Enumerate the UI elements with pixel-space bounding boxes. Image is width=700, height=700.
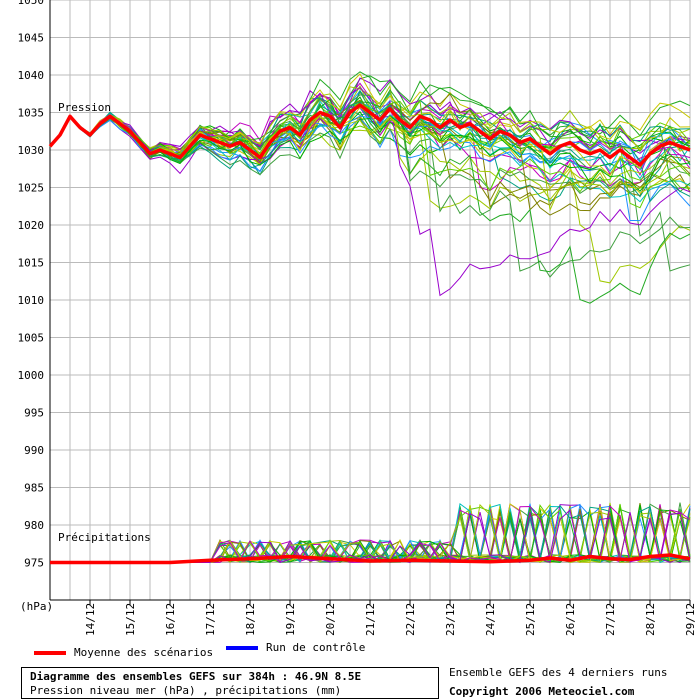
x-tick-label: 16/12 bbox=[164, 603, 177, 636]
y-tick-label: 1000 bbox=[18, 369, 45, 382]
y-tick-label: 985 bbox=[24, 482, 44, 495]
x-tick-label: 20/12 bbox=[324, 603, 337, 636]
x-tick-label: 25/12 bbox=[524, 603, 537, 636]
x-tick-label: 14/12 bbox=[84, 603, 97, 636]
legend-control-label: Run de contrôle bbox=[266, 641, 366, 654]
y-tick-label: 1010 bbox=[18, 294, 45, 307]
y-tick-label: 1045 bbox=[18, 32, 45, 45]
x-tick-label: 17/12 bbox=[204, 603, 217, 636]
mean-precip-line bbox=[50, 553, 691, 565]
x-tick-label: 23/12 bbox=[444, 603, 457, 636]
y-tick-label: 1030 bbox=[18, 144, 45, 157]
precip-annotation: Précipitations bbox=[58, 531, 151, 544]
y-tick-label: 1015 bbox=[18, 257, 45, 270]
x-tick-label: 21/12 bbox=[364, 603, 377, 636]
x-tick-label: 27/12 bbox=[604, 603, 617, 636]
x-tick-label: 29/12 bbox=[684, 603, 697, 636]
y-tick-label: 980 bbox=[24, 519, 44, 532]
info-subtitle: Pression niveau mer (hPa) , précipitatio… bbox=[30, 684, 342, 697]
grid bbox=[49, 0, 691, 601]
y-unit-label: (hPa) bbox=[20, 600, 53, 613]
copyright: Copyright 2006 Meteociel.com bbox=[449, 685, 635, 698]
legend-mean-label: Moyenne des scénarios bbox=[74, 646, 214, 659]
y-tick-label: 1050 bbox=[18, 0, 45, 7]
x-tick-label: 24/12 bbox=[484, 603, 497, 636]
ensemble-member-line bbox=[49, 89, 691, 304]
x-tick-label: 18/12 bbox=[244, 603, 257, 636]
y-tick-label: 1035 bbox=[18, 107, 45, 120]
mean-pressure-line bbox=[48, 103, 691, 167]
y-tick-label: 1020 bbox=[18, 219, 45, 232]
y-tick-label: 990 bbox=[24, 444, 44, 457]
y-tick-label: 975 bbox=[24, 557, 44, 570]
info-title: Diagramme des ensembles GEFS sur 384h : … bbox=[30, 670, 362, 683]
y-tick-label: 1040 bbox=[18, 69, 45, 82]
x-tick-label: 22/12 bbox=[404, 603, 417, 636]
x-axis-ticks: 14/12 15/12 16/12 17/12 18/12 19/12 20/12 21/12… bbox=[84, 600, 697, 636]
pressure-annotation: Pression bbox=[58, 101, 111, 114]
y-axis-ticks: 1050 1045 1040 1035 1030 1025 1020 1015 1010 1005… bbox=[18, 0, 54, 613]
y-tick-label: 1005 bbox=[18, 332, 45, 345]
x-tick-label: 15/12 bbox=[124, 603, 137, 636]
main-series bbox=[48, 103, 691, 565]
y-tick-label: 995 bbox=[24, 407, 44, 420]
legend-mean: Moyenne des scénarios bbox=[34, 646, 213, 659]
x-tick-label: 26/12 bbox=[564, 603, 577, 636]
runs-note: Ensemble GEFS des 4 derniers runs bbox=[449, 666, 668, 679]
x-tick-label: 28/12 bbox=[644, 603, 657, 636]
legend-control: Run de contrôle bbox=[226, 641, 365, 654]
x-tick-label: 19/12 bbox=[284, 603, 297, 636]
ensemble-member-line bbox=[49, 110, 691, 212]
info-box: Diagramme des ensembles GEFS sur 384h : … bbox=[21, 667, 439, 699]
y-tick-label: 1025 bbox=[18, 182, 45, 195]
legend-mean-swatch bbox=[34, 650, 66, 655]
legend-control-swatch bbox=[226, 645, 258, 650]
ensemble-member-line bbox=[49, 71, 691, 193]
ensemble-member-line bbox=[49, 89, 691, 156]
ensemble-member-line bbox=[49, 99, 691, 193]
ensemble-member-line bbox=[49, 86, 691, 297]
